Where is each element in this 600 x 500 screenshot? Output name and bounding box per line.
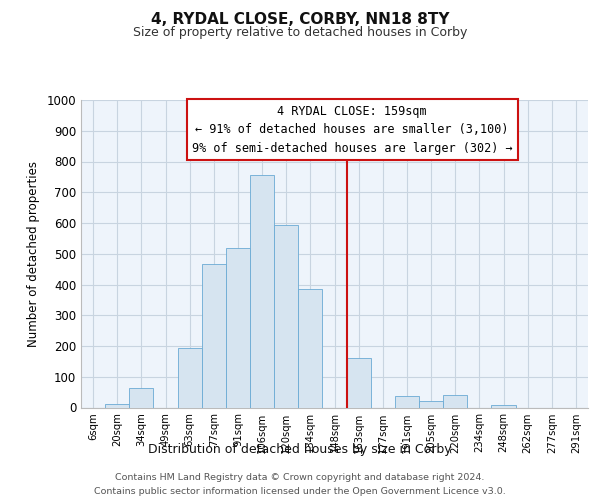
Bar — [226, 248, 250, 408]
Bar — [443, 395, 467, 407]
Y-axis label: Number of detached properties: Number of detached properties — [26, 161, 40, 347]
Bar — [129, 388, 154, 407]
Bar — [491, 405, 515, 407]
Bar — [105, 404, 129, 407]
Text: 4, RYDAL CLOSE, CORBY, NN18 8TY: 4, RYDAL CLOSE, CORBY, NN18 8TY — [151, 12, 449, 28]
Bar — [347, 358, 371, 408]
Text: Distribution of detached houses by size in Corby: Distribution of detached houses by size … — [148, 442, 452, 456]
Bar — [250, 176, 274, 408]
Text: 4 RYDAL CLOSE: 159sqm
← 91% of detached houses are smaller (3,100)
9% of semi-de: 4 RYDAL CLOSE: 159sqm ← 91% of detached … — [192, 104, 512, 154]
Text: Contains public sector information licensed under the Open Government Licence v3: Contains public sector information licen… — [94, 488, 506, 496]
Bar — [202, 264, 226, 408]
Bar — [419, 400, 443, 407]
Text: Contains HM Land Registry data © Crown copyright and database right 2024.: Contains HM Land Registry data © Crown c… — [115, 472, 485, 482]
Bar — [395, 396, 419, 407]
Bar — [298, 289, 322, 408]
Text: Size of property relative to detached houses in Corby: Size of property relative to detached ho… — [133, 26, 467, 39]
Bar — [274, 224, 298, 408]
Bar — [178, 348, 202, 408]
